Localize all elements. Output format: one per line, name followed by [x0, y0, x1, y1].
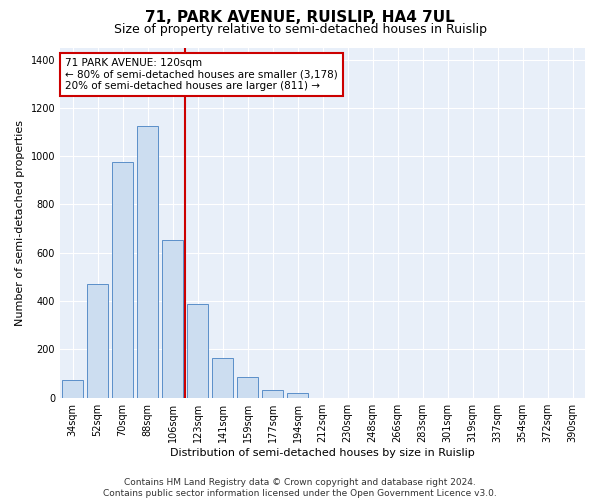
- Bar: [237, 377, 258, 398]
- Text: 71 PARK AVENUE: 120sqm
← 80% of semi-detached houses are smaller (3,178)
20% of : 71 PARK AVENUE: 120sqm ← 80% of semi-det…: [65, 58, 338, 91]
- Text: 71, PARK AVENUE, RUISLIP, HA4 7UL: 71, PARK AVENUE, RUISLIP, HA4 7UL: [145, 10, 455, 25]
- Bar: [162, 240, 183, 398]
- Bar: [112, 162, 133, 398]
- Bar: [87, 284, 108, 398]
- Bar: [62, 380, 83, 398]
- Y-axis label: Number of semi-detached properties: Number of semi-detached properties: [15, 120, 25, 326]
- Bar: [287, 393, 308, 398]
- Text: Contains HM Land Registry data © Crown copyright and database right 2024.
Contai: Contains HM Land Registry data © Crown c…: [103, 478, 497, 498]
- X-axis label: Distribution of semi-detached houses by size in Ruislip: Distribution of semi-detached houses by …: [170, 448, 475, 458]
- Bar: [212, 358, 233, 398]
- Text: Size of property relative to semi-detached houses in Ruislip: Size of property relative to semi-detach…: [113, 22, 487, 36]
- Bar: [187, 304, 208, 398]
- Bar: [137, 126, 158, 398]
- Bar: [262, 390, 283, 398]
